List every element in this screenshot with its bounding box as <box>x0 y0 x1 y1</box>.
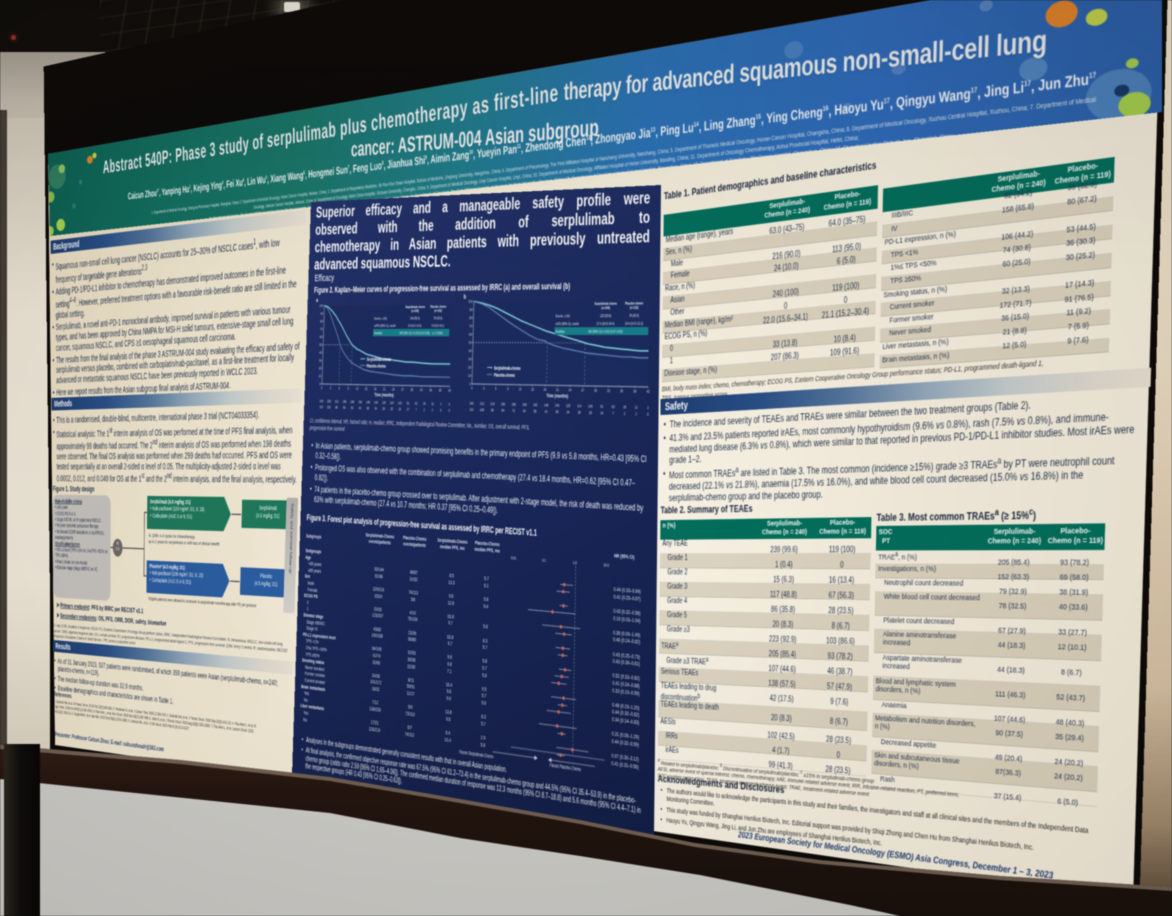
svg-text:9.9 (8.3–13.4): 9.9 (8.3–13.4) <box>408 323 422 328</box>
svg-text:70: 70 <box>469 323 472 328</box>
svg-text:18: 18 <box>543 387 546 393</box>
svg-text:a: a <box>316 297 318 303</box>
svg-text:36: 36 <box>429 387 432 392</box>
svg-text:10: 10 <box>468 373 471 379</box>
svg-text:21: 21 <box>383 386 386 391</box>
svg-text:50: 50 <box>319 342 322 347</box>
svg-text:20: 20 <box>319 366 322 371</box>
svg-text:27.4 (20.8–34.4): 27.4 (20.8–34.4) <box>597 321 615 327</box>
svg-text:30: 30 <box>468 356 471 361</box>
svg-text:Stratified: Stratified <box>555 329 565 335</box>
svg-text:15: 15 <box>365 386 368 391</box>
svg-text:42: 42 <box>448 388 451 393</box>
svg-text:90: 90 <box>320 311 323 316</box>
svg-text:mPFS (95% CI), month: mPFS (95% CI), month <box>374 323 396 328</box>
svg-text:24: 24 <box>568 387 571 393</box>
svg-text:33: 33 <box>607 388 611 394</box>
svg-text:Events, n (%): Events, n (%) <box>556 313 570 319</box>
svg-text:21: 21 <box>556 387 559 393</box>
svg-text:70: 70 <box>320 327 323 332</box>
svg-text:78 (65.5): 78 (65.5) <box>434 315 443 320</box>
svg-text:6: 6 <box>495 386 497 392</box>
svg-text:60: 60 <box>469 332 472 337</box>
svg-text:20: 20 <box>468 365 471 370</box>
svg-text:39: 39 <box>633 388 637 394</box>
svg-text:Serplulimab-chemo: Serplulimab-chemo <box>494 366 521 372</box>
svg-text:30: 30 <box>410 387 413 392</box>
svg-text:27: 27 <box>401 387 404 392</box>
svg-text:129 (53.8): 129 (53.8) <box>600 313 611 319</box>
svg-text:15: 15 <box>531 386 534 392</box>
svg-text:30: 30 <box>594 388 597 394</box>
svg-text:0: 0 <box>321 385 323 390</box>
svg-text:24: 24 <box>392 387 395 392</box>
svg-text:3: 3 <box>330 385 332 390</box>
svg-text:Placebo-chemo(n=119): Placebo-chemo(n=119) <box>430 304 447 314</box>
svg-text:5.8 (5.2–8.1): 5.8 (5.2–8.1) <box>432 323 445 328</box>
svg-text:12: 12 <box>356 386 359 391</box>
svg-text:80: 80 <box>469 315 472 320</box>
svg-text:0: 0 <box>469 381 471 386</box>
svg-text:Time (months): Time (months) <box>374 392 394 398</box>
svg-text:12: 12 <box>519 386 522 392</box>
svg-text:Serplulimab-chemo(n=240): Serplulimab-chemo(n=240) <box>405 304 425 314</box>
svg-text:Events, n (%): Events, n (%) <box>374 316 387 321</box>
svg-text:100: 100 <box>468 299 473 304</box>
svg-text:36: 36 <box>620 388 624 394</box>
svg-text:10: 10 <box>318 373 321 378</box>
svg-text:30: 30 <box>319 358 322 363</box>
svg-text:Placebo-chemo(n=119): Placebo-chemo(n=119) <box>625 300 644 310</box>
svg-text:Time (months): Time (months) <box>546 393 568 399</box>
svg-text:HR (95% CI) = 0.43 (0.32–0.58): HR (95% CI) = 0.43 (0.32–0.58) <box>399 330 429 335</box>
svg-text:3: 3 <box>483 386 485 392</box>
svg-text:60: 60 <box>320 334 323 339</box>
svg-text:40: 40 <box>469 348 472 353</box>
svg-text:Serplulimab-chemo: Serplulimab-chemo <box>367 357 391 362</box>
svg-text:33: 33 <box>420 387 423 392</box>
svg-text:p < 0.0001: p < 0.0001 <box>432 330 443 335</box>
svg-text:140 (58.3): 140 (58.3) <box>410 315 420 320</box>
svg-text:100: 100 <box>319 303 323 308</box>
svg-text:50: 50 <box>469 340 472 345</box>
svg-text:39: 39 <box>439 388 442 393</box>
svg-text:0: 0 <box>319 381 321 386</box>
svg-text:80: 80 <box>320 319 323 324</box>
svg-text:78 (65.5): 78 (65.5) <box>629 313 639 319</box>
svg-text:mOS (95% CI), month: mOS (95% CI), month <box>555 321 579 327</box>
svg-text:9: 9 <box>347 386 349 391</box>
svg-text:Stratified: Stratified <box>374 330 383 335</box>
svg-text:42: 42 <box>646 388 650 394</box>
svg-text:27: 27 <box>581 387 584 393</box>
svg-text:0: 0 <box>471 385 473 391</box>
svg-text:Placebo-chemo: Placebo-chemo <box>494 373 515 379</box>
svg-text:90: 90 <box>469 307 472 312</box>
svg-text:6: 6 <box>339 386 341 391</box>
svg-text:9: 9 <box>507 386 509 392</box>
svg-text:Serplulimab-chemo(n=240): Serplulimab-chemo(n=240) <box>594 301 617 311</box>
svg-text:40: 40 <box>319 350 322 355</box>
svg-text:b: b <box>464 293 467 300</box>
svg-text:18.4 (14.5–21.3): 18.4 (14.5–21.3) <box>625 321 643 327</box>
svg-text:18: 18 <box>374 386 377 391</box>
svg-text:Placebo-chemo: Placebo-chemo <box>366 364 385 369</box>
svg-text:HR (95% CI) = 0.62 (0.47–0.82): HR (95% CI) = 0.62 (0.47–0.82) <box>588 329 623 335</box>
